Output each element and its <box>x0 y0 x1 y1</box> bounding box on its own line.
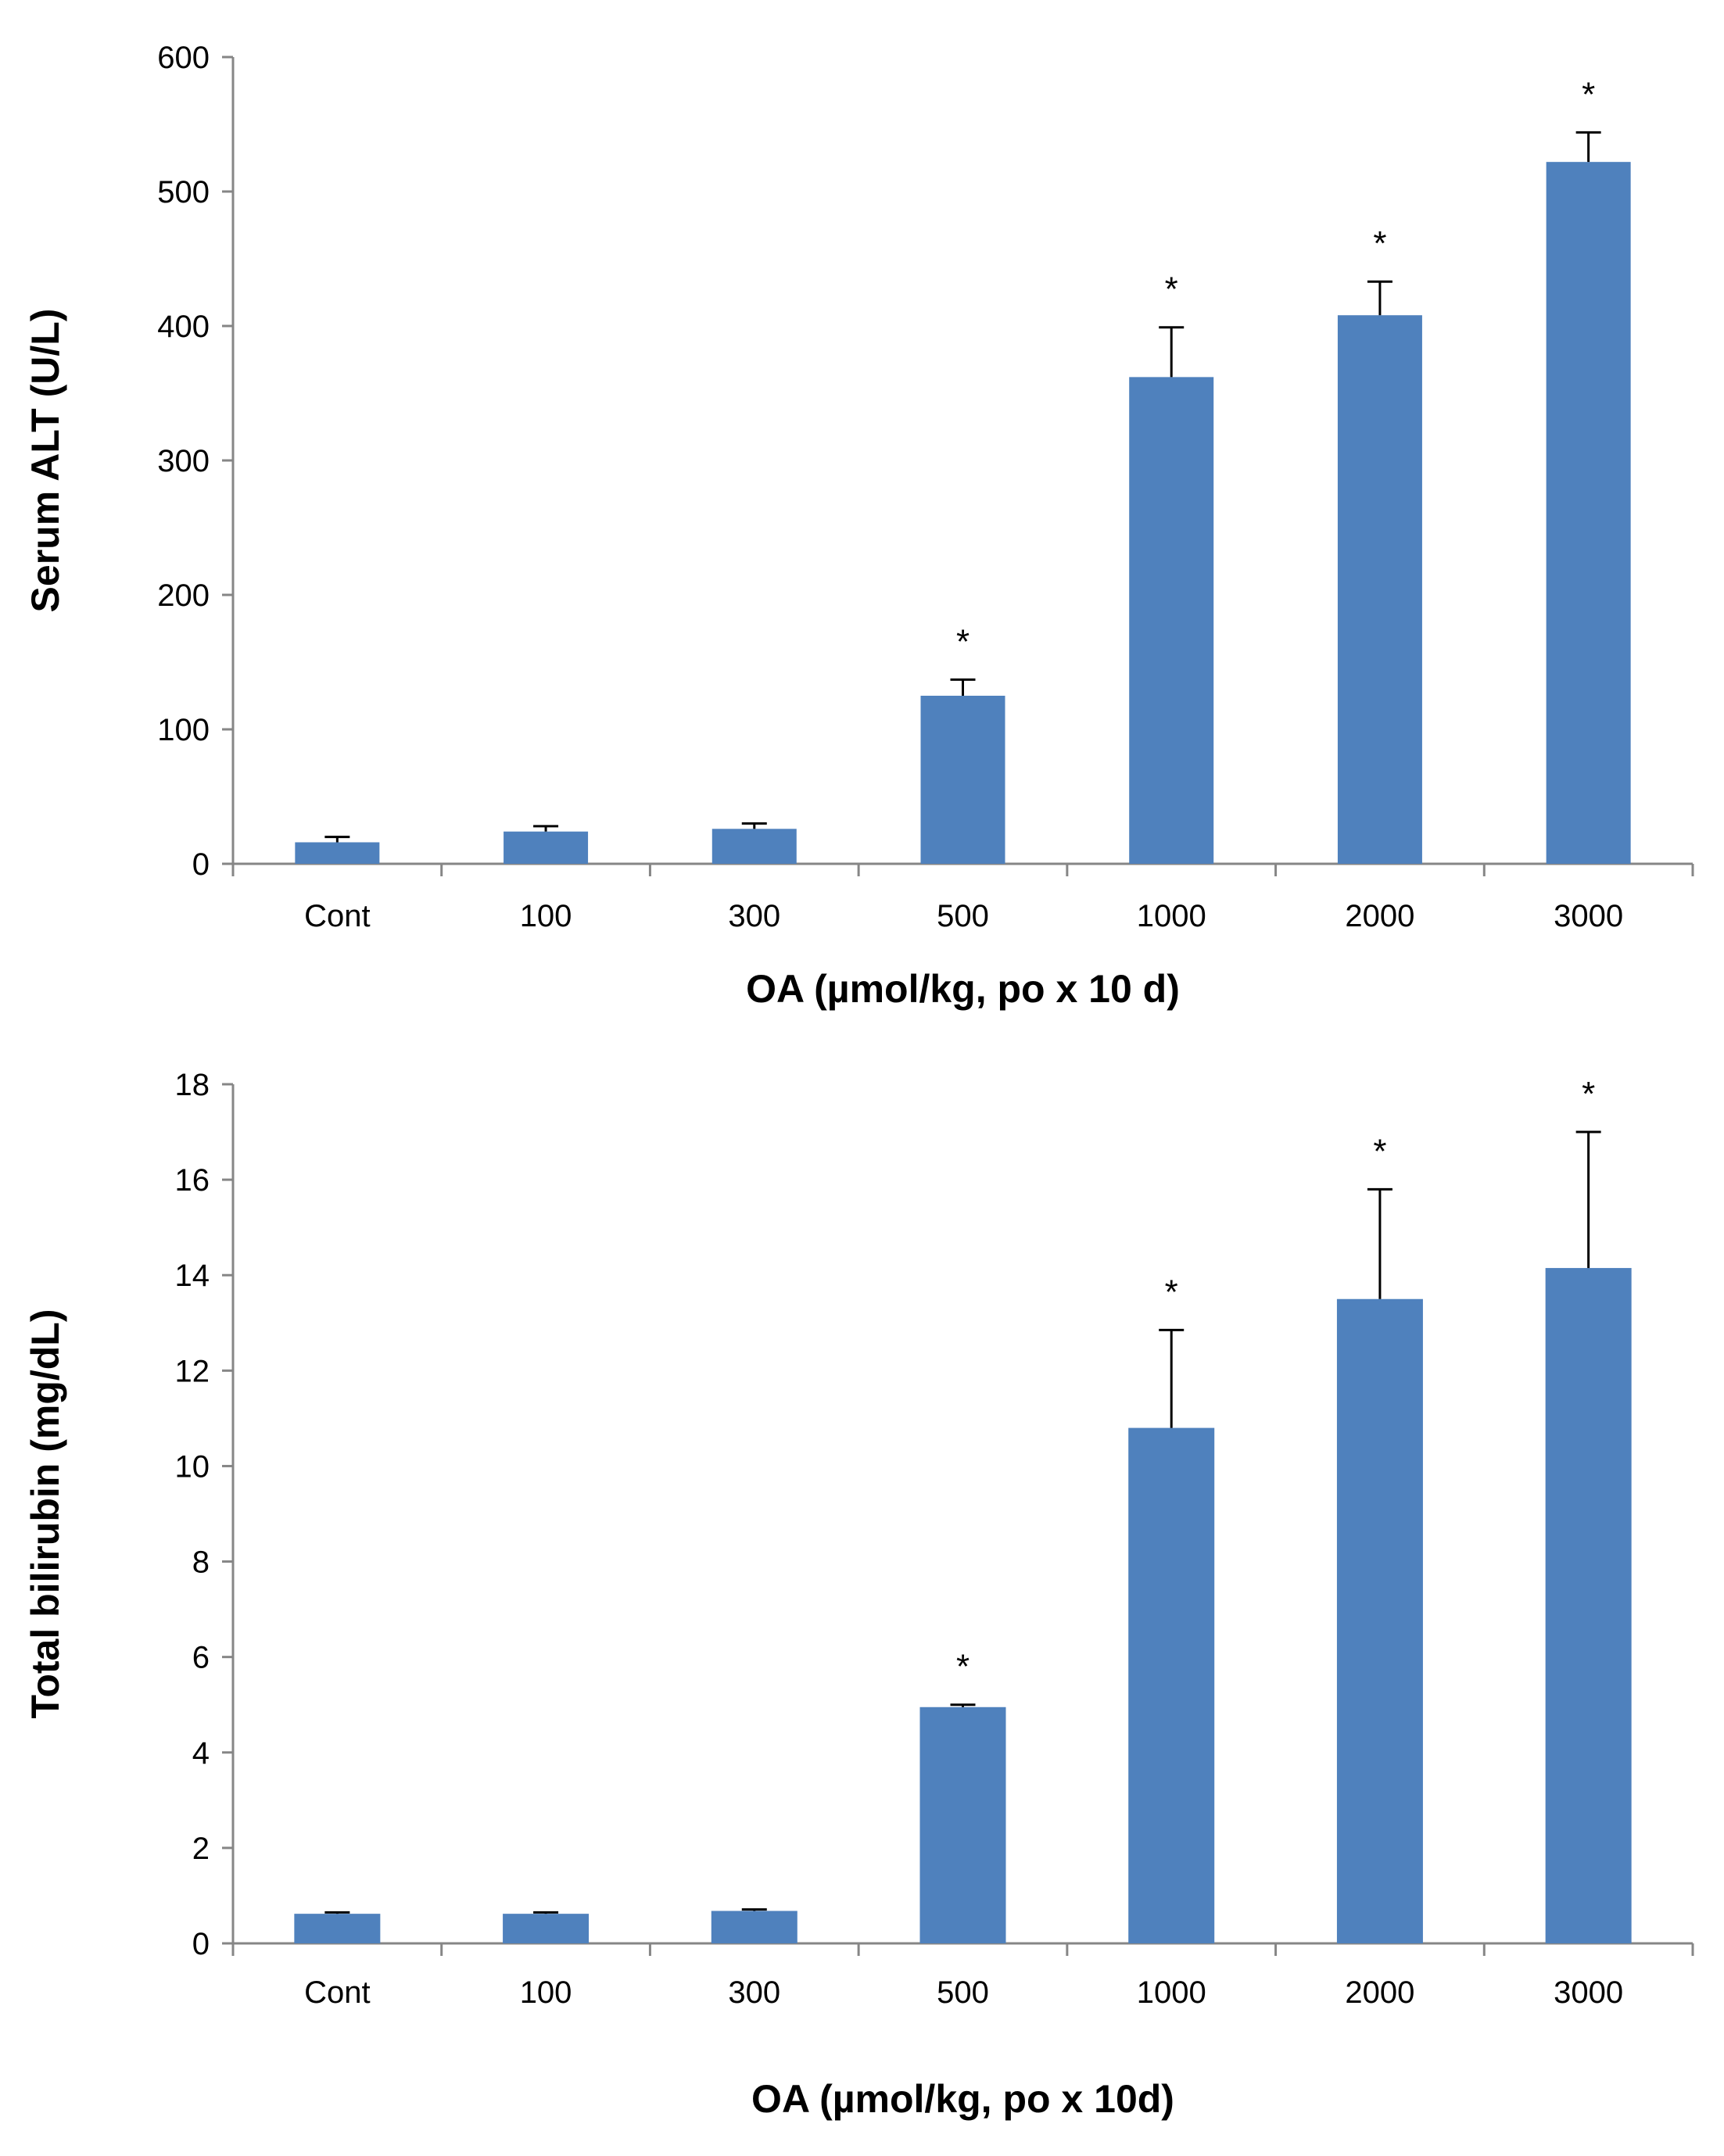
bar-100 <box>504 831 589 864</box>
y-tick-label: 100 <box>157 713 210 747</box>
x-tick-label-1000: 1000 <box>1137 1975 1206 2010</box>
y-tick-label: 200 <box>157 578 210 613</box>
x-tick-label-300: 300 <box>728 1975 780 2010</box>
y-tick-label: 0 <box>192 1927 210 1961</box>
x-tick-label-Cont: Cont <box>304 899 371 933</box>
significance-marker-3000: * <box>1582 1075 1595 1113</box>
bar-100 <box>503 1914 590 1943</box>
significance-marker-3000: * <box>1582 75 1595 113</box>
y-tick-label: 18 <box>175 1068 210 1102</box>
y-tick-label: 300 <box>157 444 210 478</box>
x-tick-label-100: 100 <box>520 899 572 933</box>
bar-300 <box>711 1911 797 1943</box>
x-tick-label-100: 100 <box>520 1975 572 2010</box>
significance-marker-2000: * <box>1373 224 1386 263</box>
x-tick-label-2000: 2000 <box>1345 1975 1414 2010</box>
y-tick-label: 2 <box>192 1832 210 1866</box>
x-axis-title: OA (µmol/kg, po x 10d) <box>751 2077 1174 2121</box>
x-axis-title: OA (µmol/kg, po x 10 d) <box>746 967 1180 1011</box>
y-tick-label: 600 <box>157 41 210 75</box>
y-tick-label: 400 <box>157 310 210 344</box>
x-tick-label-3000: 3000 <box>1554 899 1623 933</box>
bar-2000 <box>1337 315 1422 864</box>
x-tick-label-500: 500 <box>937 1975 989 2010</box>
y-axis-title: Serum ALT (U/L) <box>23 309 67 613</box>
y-tick-label: 500 <box>157 175 210 210</box>
bar-1000 <box>1129 377 1214 864</box>
bar-2000 <box>1336 1298 1423 1943</box>
bar-300 <box>711 829 797 864</box>
y-tick-label: 10 <box>175 1449 210 1484</box>
y-tick-label: 6 <box>192 1641 210 1675</box>
bar-3000 <box>1546 162 1631 864</box>
x-tick-label-500: 500 <box>937 899 989 933</box>
y-axis-title: Total bilirubin (mg/dL) <box>23 1309 67 1719</box>
significance-marker-1000: * <box>1165 270 1178 309</box>
total-bilirubin-chart: 0 2 4 6 8 10 12 14 16 18 Cont 100 300 * 500 * 1000 * 2000 *… <box>23 1068 1694 2121</box>
x-tick-label-300: 300 <box>728 899 780 933</box>
y-tick-label: 16 <box>175 1163 210 1198</box>
serum-alt-chart: 0 100 200 300 400 500 600 Cont 100 300 * 500 * 1000 * 2… <box>23 41 1694 1011</box>
bar-Cont <box>295 842 380 864</box>
bar-1000 <box>1128 1427 1215 1943</box>
x-tick-label-3000: 3000 <box>1554 1975 1623 2010</box>
x-tick-label-Cont: Cont <box>304 1975 371 2010</box>
significance-marker-500: * <box>956 622 970 661</box>
x-tick-label-2000: 2000 <box>1345 899 1414 933</box>
y-tick-label: 8 <box>192 1545 210 1580</box>
x-tick-label-1000: 1000 <box>1137 899 1206 933</box>
bar-500 <box>920 696 1005 864</box>
y-tick-label: 4 <box>192 1736 210 1771</box>
significance-marker-500: * <box>956 1648 970 1686</box>
y-tick-label: 12 <box>175 1354 210 1388</box>
significance-marker-1000: * <box>1165 1273 1178 1311</box>
bar-Cont <box>294 1914 381 1943</box>
significance-marker-2000: * <box>1373 1132 1386 1170</box>
bar-500 <box>919 1707 1006 1943</box>
bar-3000 <box>1545 1268 1632 1943</box>
y-tick-label: 0 <box>192 847 210 882</box>
y-tick-label: 14 <box>175 1259 210 1293</box>
